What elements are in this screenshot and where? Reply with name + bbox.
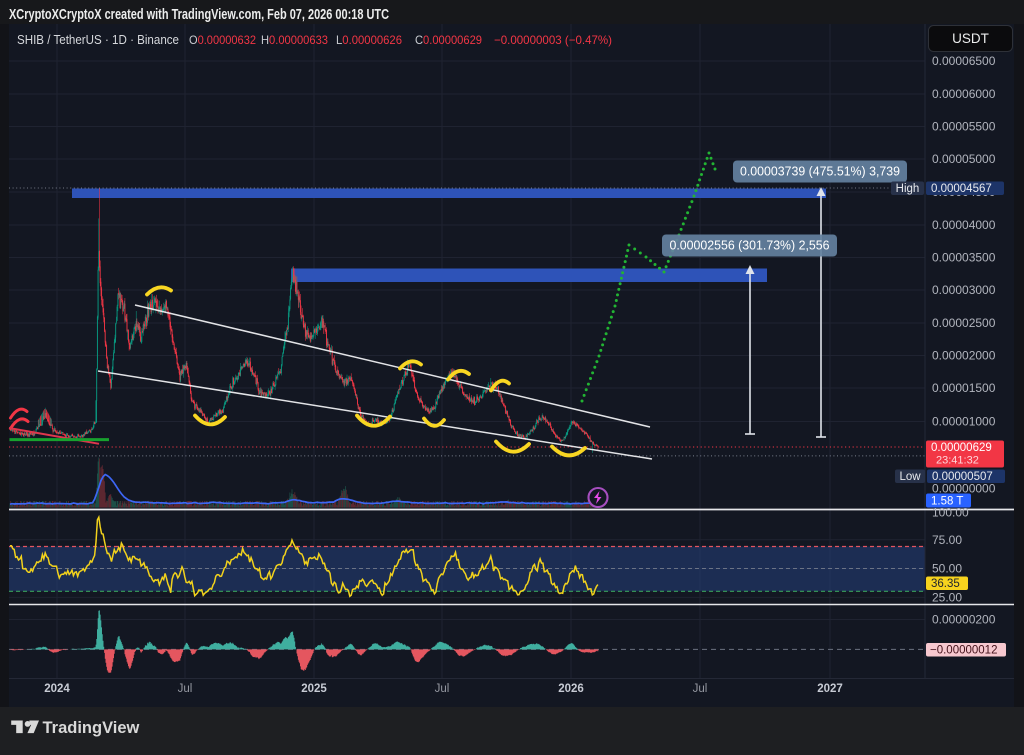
svg-text:75.00: 75.00 xyxy=(932,533,962,547)
svg-text:0.00005000: 0.00005000 xyxy=(932,152,996,166)
svg-text:0.00003000: 0.00003000 xyxy=(932,283,996,297)
svg-text:1.58 T: 1.58 T xyxy=(931,496,963,508)
svg-text:2027: 2027 xyxy=(817,683,843,695)
svg-text:0.00000200: 0.00000200 xyxy=(932,613,996,627)
svg-text:Jul: Jul xyxy=(178,683,193,695)
svg-text:0.00000629: 0.00000629 xyxy=(931,442,992,454)
svg-text:−0.00000012: −0.00000012 xyxy=(930,645,997,657)
svg-text:2024: 2024 xyxy=(44,683,70,695)
svg-text:36.35: 36.35 xyxy=(931,578,960,590)
svg-text:23:41:32: 23:41:32 xyxy=(936,455,979,467)
svg-text:0.00006000: 0.00006000 xyxy=(932,87,996,101)
svg-text:0.00004000: 0.00004000 xyxy=(932,218,996,232)
svg-text:Low: Low xyxy=(899,471,921,483)
svg-text:C0.00000629: C0.00000629 xyxy=(415,33,482,47)
svg-text:0.00002000: 0.00002000 xyxy=(932,349,996,363)
svg-text:25.00: 25.00 xyxy=(932,590,962,604)
svg-text:0.00000507: 0.00000507 xyxy=(932,471,993,483)
svg-text:0.00001000: 0.00001000 xyxy=(932,415,996,429)
svg-text:0.00006500: 0.00006500 xyxy=(932,54,996,68)
svg-text:High: High xyxy=(896,183,920,195)
svg-text:100.00: 100.00 xyxy=(932,506,969,520)
svg-text:Jul: Jul xyxy=(693,683,708,695)
svg-text:0.00000000: 0.00000000 xyxy=(932,482,996,496)
svg-text:0.00002556 (301.73%) 2,556: 0.00002556 (301.73%) 2,556 xyxy=(670,239,830,253)
svg-text:Jul: Jul xyxy=(435,683,450,695)
svg-text:2025: 2025 xyxy=(301,683,327,695)
svg-text:L0.00000626: L0.00000626 xyxy=(336,33,402,47)
svg-text:0.00001500: 0.00001500 xyxy=(932,381,996,395)
svg-text:2026: 2026 xyxy=(558,683,584,695)
svg-text:H0.00000633: H0.00000633 xyxy=(261,33,328,47)
svg-text:0.00002500: 0.00002500 xyxy=(932,316,996,330)
svg-text:0.00003500: 0.00003500 xyxy=(932,251,996,265)
svg-text:USDT: USDT xyxy=(952,31,989,46)
svg-text:50.00: 50.00 xyxy=(932,562,962,576)
svg-text:XCryptoXCryptoX created with T: XCryptoXCryptoX created with TradingView… xyxy=(9,7,389,23)
svg-text:TradingView: TradingView xyxy=(43,719,140,737)
svg-text:O0.00000632: O0.00000632 xyxy=(189,33,256,47)
svg-text:SHIB / TetherUS · 1D · Binance: SHIB / TetherUS · 1D · Binance xyxy=(17,32,179,47)
svg-text:0.00004567: 0.00004567 xyxy=(931,183,992,195)
svg-text:−0.00000003 (−0.47%): −0.00000003 (−0.47%) xyxy=(494,33,612,47)
svg-text:0.00005500: 0.00005500 xyxy=(932,120,996,134)
svg-text:0.00003739 (475.51%) 3,739: 0.00003739 (475.51%) 3,739 xyxy=(740,165,900,179)
